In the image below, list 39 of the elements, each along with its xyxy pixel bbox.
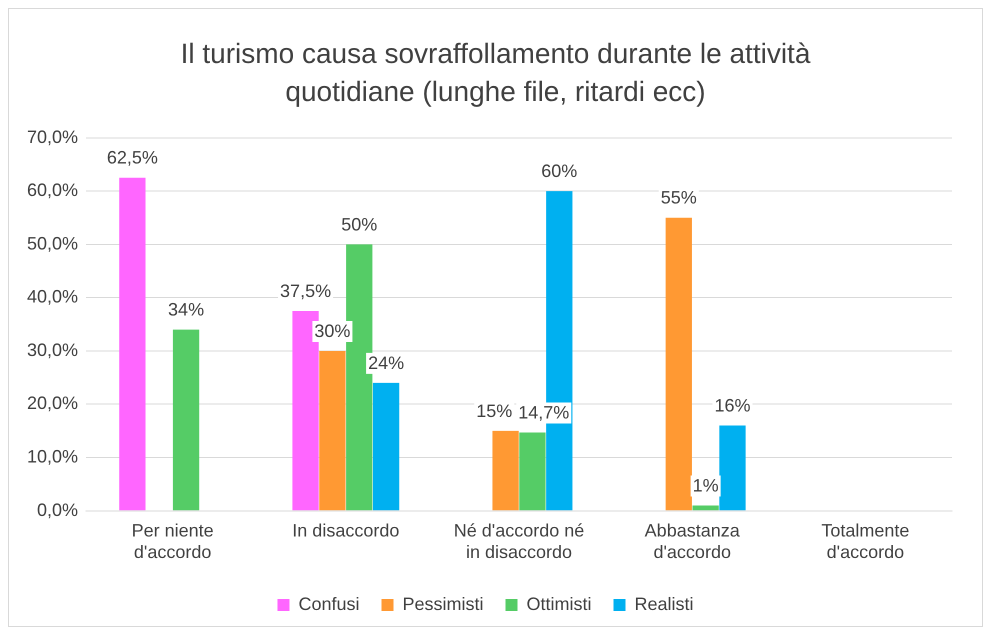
legend-label: Confusi xyxy=(298,594,360,614)
y-tick-label: 70,0% xyxy=(26,126,78,147)
y-tick-label: 20,0% xyxy=(26,393,78,414)
data-label: 16% xyxy=(714,396,750,416)
y-tick-label: 40,0% xyxy=(26,286,78,307)
y-tick-label: 50,0% xyxy=(26,233,78,254)
data-label: 1% xyxy=(692,475,719,496)
data-label: 55% xyxy=(660,188,697,208)
bar xyxy=(492,430,519,510)
legend-label: Realisti xyxy=(634,594,694,614)
data-label: 30% xyxy=(314,320,350,341)
data-label: 60% xyxy=(541,161,578,182)
bar xyxy=(692,505,719,510)
data-label: 14,7% xyxy=(518,402,570,422)
data-label: 37,5% xyxy=(280,280,332,301)
y-tick-label: 60,0% xyxy=(26,180,78,200)
y-tick-label: 0,0% xyxy=(37,500,78,520)
data-label: 50% xyxy=(341,214,378,234)
bar xyxy=(666,218,692,510)
x-tick-label: Totalmente d'accordo xyxy=(821,520,910,562)
x-tick-label: Né d'accordo né in disaccordo xyxy=(454,520,584,562)
data-label: 62,5% xyxy=(106,148,158,168)
x-tick-label: In disaccordo xyxy=(292,520,400,541)
x-tick-label: Abbastanza d'accordo xyxy=(644,520,741,562)
bar xyxy=(119,178,146,510)
bar xyxy=(172,330,200,510)
bar xyxy=(519,432,546,510)
bar xyxy=(372,382,400,510)
bar xyxy=(319,350,346,510)
data-label: 15% xyxy=(476,400,512,421)
chart-title: Il turismo causa sovraffollamento durante le attività quotidiane (lunghe file, ritardi ecc) xyxy=(180,37,812,109)
legend-label: Pessimisti xyxy=(402,594,484,614)
data-label: 24% xyxy=(368,352,404,373)
data-label: 34% xyxy=(168,300,204,320)
y-tick-label: 10,0% xyxy=(26,446,78,466)
x-tick-label: Per niente d'accordo xyxy=(132,520,214,562)
bar xyxy=(719,426,746,510)
y-tick-label: 30,0% xyxy=(26,340,78,360)
legend-label: Ottimisti xyxy=(526,594,592,614)
